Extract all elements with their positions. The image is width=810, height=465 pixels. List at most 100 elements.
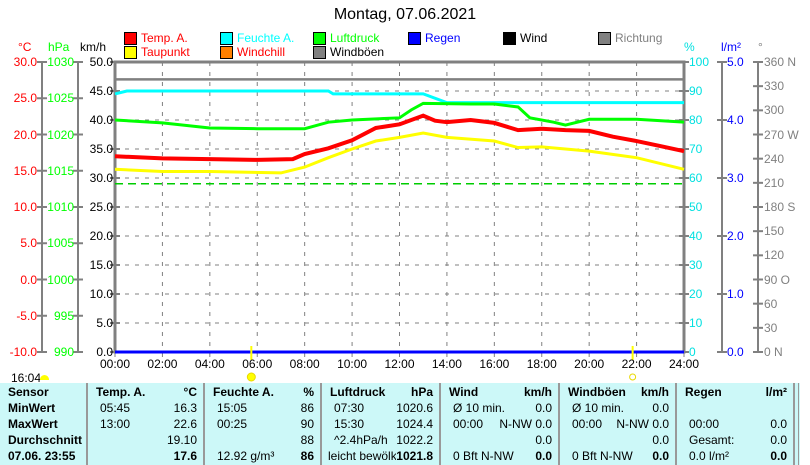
- legend-item[interactable]: Luftdruck: [313, 31, 379, 45]
- wind-tick-label: 45.0: [89, 84, 113, 98]
- legend-item[interactable]: Wind: [503, 31, 547, 45]
- legend-swatch: [408, 31, 421, 45]
- pressure-unit-label: hPa: [48, 40, 70, 54]
- column-header: Wind: [449, 385, 479, 399]
- cell-label: 07:30: [334, 401, 365, 415]
- rain-tick-label: 1.0: [727, 287, 744, 301]
- cell-value: 0.0: [535, 401, 552, 415]
- temp-tick-label: 0.0: [20, 272, 37, 287]
- legend-label: Regen: [425, 31, 461, 45]
- direction-unit-label: °: [758, 40, 763, 54]
- cell-value: 19.10: [166, 433, 197, 447]
- direction-tick-label: 300: [764, 103, 785, 118]
- temp-tick-label: 20.0: [13, 127, 37, 142]
- legend-label: Windchill: [237, 45, 286, 59]
- cell-value: 90: [300, 417, 314, 431]
- direction-tick-label: 360 N: [764, 55, 797, 69]
- time-tick-label: 10:00: [337, 357, 368, 371]
- column-header: Regen: [685, 385, 722, 399]
- time-tick-label: 04:00: [194, 357, 225, 371]
- wind-tick-label: 0.0: [96, 345, 113, 359]
- column-unit: km/h: [523, 385, 552, 399]
- rain-tick-label: 3.0: [727, 171, 744, 185]
- series-luftdruck: [114, 101, 685, 131]
- time-tick-label: 12:00: [384, 357, 415, 371]
- legend-item[interactable]: Windchill: [220, 45, 285, 59]
- temp-tick-label: -5.0: [16, 308, 37, 323]
- rain-tick-label: 2.0: [727, 229, 744, 243]
- legend-label: Richtung: [615, 31, 663, 45]
- current-time: 16:04: [11, 371, 42, 385]
- temp-tick-label: 25.0: [13, 91, 37, 106]
- legend-item[interactable]: Windböen: [313, 45, 384, 59]
- legend-label: Feuchte A.: [237, 31, 295, 45]
- cell-label: Ø 10 min.: [453, 401, 506, 415]
- direction-tick-label: 210: [764, 175, 785, 190]
- legend-item[interactable]: Feuchte A.: [220, 31, 294, 45]
- cell-value: 0.0: [652, 433, 669, 447]
- rain-tick-label: 0.0: [727, 345, 744, 359]
- column-unit: l/m²: [765, 385, 787, 399]
- sunset-sun-icon: [629, 373, 637, 381]
- stats-column: Wind km/h Ø 10 min. 0.0 00:00 N-NW 0.0 0.0 0 Bf…: [441, 383, 560, 465]
- wind-tick-label: 30.0: [89, 171, 113, 185]
- time-tick-label: 08:00: [289, 357, 320, 371]
- cell-label: 05:45: [100, 401, 131, 415]
- series-temp-a-: [114, 113, 685, 162]
- direction-tick-label: 150: [764, 224, 785, 239]
- humidity-tick-label: 0: [689, 345, 696, 359]
- legend-item[interactable]: Taupunkt: [124, 45, 190, 59]
- temp-unit-label: °C: [18, 40, 32, 54]
- legend-label: Taupunkt: [141, 45, 190, 59]
- time-tick-label: 06:00: [242, 357, 273, 371]
- column-unit: km/h: [640, 385, 669, 399]
- cell-value: 1020.6: [396, 401, 433, 415]
- cell-label: 12.92 g/m³: [217, 449, 275, 463]
- humidity-tick-label: 70: [689, 142, 703, 156]
- cell-value: 86: [300, 449, 314, 463]
- humidity-tick-label: 90: [689, 84, 703, 98]
- cell-value: 0.0: [652, 449, 669, 463]
- temp-tick-label: 5.0: [20, 236, 37, 251]
- column-unit: °C: [183, 385, 197, 399]
- humidity-tick-label: 40: [689, 229, 703, 243]
- time-tick-label: 20:00: [574, 357, 605, 371]
- time-tick-label: 16:00: [479, 357, 510, 371]
- cell-value: 0.0: [770, 417, 787, 431]
- legend-item[interactable]: Richtung: [598, 31, 662, 45]
- legend-item[interactable]: Temp. A.: [124, 31, 188, 45]
- sensor-column: Sensor MinWert MaxWert Durchschnitt 07.06. 2…: [0, 383, 88, 465]
- table-scrollbar[interactable]: [797, 383, 799, 465]
- wind-tick-label: 35.0: [89, 142, 113, 156]
- cell-value: N-NW 0.0: [499, 417, 552, 431]
- direction-tick-label: 240: [764, 151, 785, 166]
- stats-column: Windböen km/h Ø 10 min. 0.0 00:00 N-NW 0.0 0.0…: [560, 383, 677, 465]
- pressure-tick-label: 990: [53, 345, 74, 359]
- cell-label: 15:05: [217, 401, 248, 415]
- cell-value: 16.3: [173, 401, 197, 415]
- legend-swatch: [220, 45, 233, 59]
- direction-tick-label: 180 S: [764, 200, 796, 214]
- cell-value: 1021.8: [396, 449, 433, 463]
- time-tick-label: 22:00: [621, 357, 652, 371]
- legend-item[interactable]: Regen: [408, 31, 460, 45]
- legend-label: Luftdruck: [330, 31, 380, 45]
- wind-tick-label: 20.0: [89, 229, 113, 243]
- legend-swatch: [313, 45, 326, 59]
- cell-label: 0 Bft N-NW: [572, 449, 633, 463]
- pressure-tick-label: 1005: [47, 236, 74, 251]
- legend-label: Wind: [520, 31, 548, 45]
- cell-value: 0.0: [770, 449, 787, 463]
- cell-label: leicht bewölkt: [328, 449, 401, 463]
- stats-column: Feuchte A.% 15:05 86 00:25 90 88 12.92 g/m³ 86: [205, 383, 322, 465]
- legend-swatch: [124, 45, 137, 59]
- column-header: Luftdruck: [330, 385, 386, 399]
- legend-swatch: [503, 31, 516, 45]
- wind-tick-label: 5.0: [96, 316, 113, 330]
- humidity-unit-label: %: [684, 40, 695, 54]
- series-taupunkt: [114, 131, 685, 175]
- cell-value: 0.0: [652, 401, 669, 415]
- cell-label: 00:00: [453, 417, 484, 431]
- stats-column: Regen l/m² 00:00 0.0 Gesamt: 0.0 0.0 l/m² 0.0: [677, 383, 795, 465]
- legend-swatch: [313, 31, 326, 45]
